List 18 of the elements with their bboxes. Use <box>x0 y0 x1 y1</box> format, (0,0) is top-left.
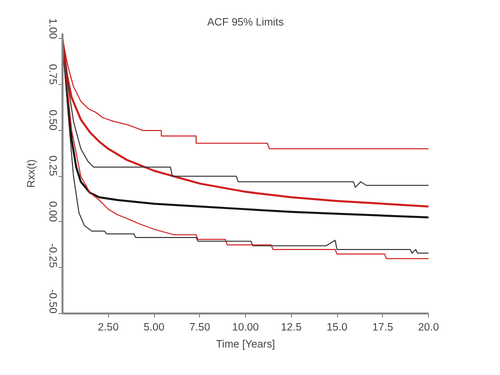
x-tick-label: 20.0 <box>418 322 439 334</box>
y-tick-label: 0.50 <box>46 110 58 131</box>
y-tick-label: 1.00 <box>46 18 58 40</box>
x-tick-label: 10.00 <box>232 322 259 334</box>
x-tick-label: 5.00 <box>144 322 164 334</box>
x-axis-title: Time [Years] <box>216 338 276 350</box>
x-tick-label: 12.5 <box>280 322 302 334</box>
y-tick-label: -0.25 <box>46 243 58 268</box>
y-axis-title: Rxx(t) <box>26 159 38 188</box>
x-tick-label: 15.0 <box>326 322 348 334</box>
y-tick-label: 0.00 <box>46 201 58 222</box>
x-tick-label: 17.5 <box>372 322 394 334</box>
y-tick-label: -0.50 <box>46 289 58 314</box>
chart-title: ACF 95% Limits <box>207 16 284 28</box>
x-tick-label: 2.50 <box>98 322 119 334</box>
y-tick-label: 0.75 <box>46 64 58 85</box>
y-tick-label: 0.25 <box>46 156 58 176</box>
x-tick-label: 7.50 <box>189 322 210 334</box>
